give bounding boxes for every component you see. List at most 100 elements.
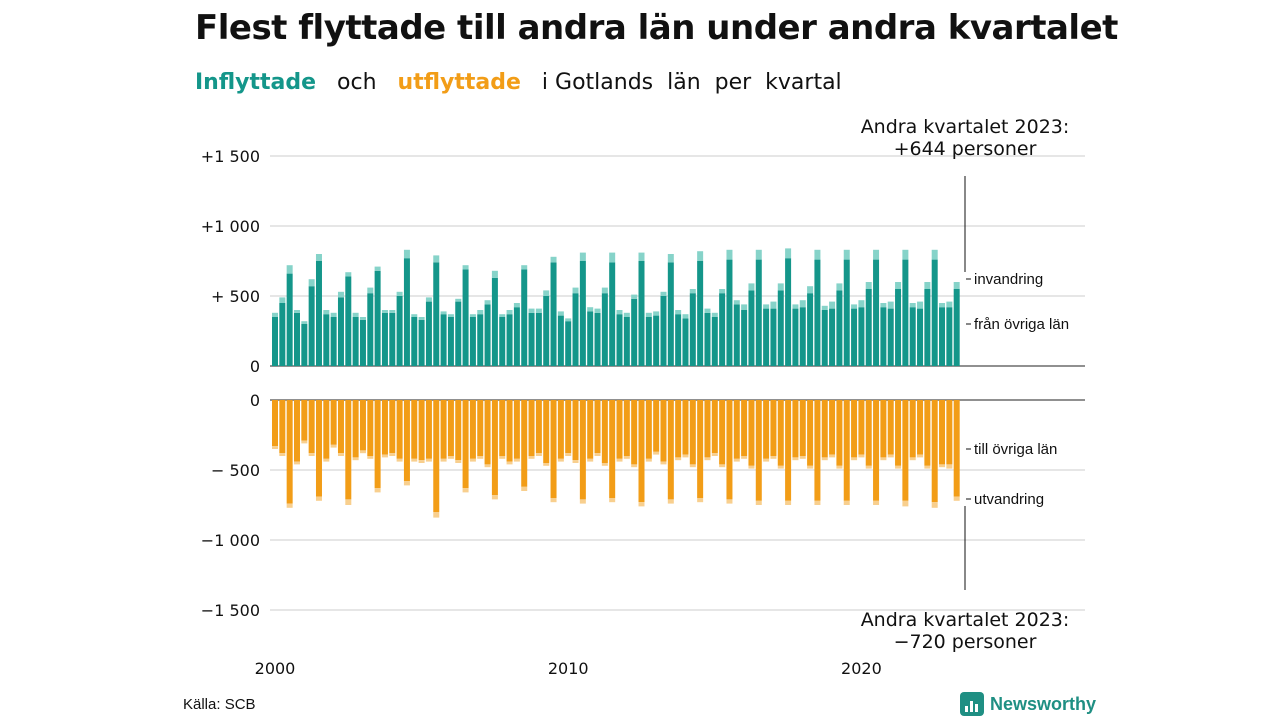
bar-invandring bbox=[330, 312, 337, 317]
bar-invandring bbox=[359, 317, 366, 320]
bar-utvandring bbox=[425, 458, 432, 462]
label-till-ovriga-lan: till övriga län bbox=[974, 441, 1057, 458]
bar-till-ovriga-lan bbox=[660, 400, 667, 462]
annotation-out-line2: −720 personer bbox=[894, 631, 1037, 653]
bar-utvandring bbox=[359, 450, 366, 454]
bar-invandring bbox=[381, 310, 388, 313]
chart-title: Flest flyttade till andra län under andr… bbox=[195, 8, 1118, 48]
bar-utvandring bbox=[557, 458, 564, 462]
bar-fran-ovriga-lan bbox=[513, 307, 520, 366]
x-tick-label: 2020 bbox=[841, 659, 882, 678]
bar-fran-ovriga-lan bbox=[836, 290, 843, 366]
bar-fran-ovriga-lan bbox=[711, 317, 718, 366]
bar-fran-ovriga-lan bbox=[272, 317, 278, 366]
bar-fran-ovriga-lan bbox=[337, 297, 344, 366]
bar-utvandring bbox=[697, 498, 704, 503]
bar-utvandring bbox=[719, 464, 726, 468]
bar-fran-ovriga-lan bbox=[843, 259, 850, 366]
bar-utvandring bbox=[272, 446, 278, 449]
bar-utvandring bbox=[323, 458, 330, 462]
bar-fran-ovriga-lan bbox=[895, 289, 902, 366]
bar-invandring bbox=[477, 310, 484, 315]
bar-till-ovriga-lan bbox=[425, 400, 432, 459]
bar-fran-ovriga-lan bbox=[587, 311, 594, 366]
bar-fran-ovriga-lan bbox=[301, 324, 308, 366]
bar-invandring bbox=[777, 283, 784, 291]
bar-invandring bbox=[601, 287, 608, 294]
bar-till-ovriga-lan bbox=[616, 400, 623, 459]
bar-till-ovriga-lan bbox=[704, 400, 711, 458]
bar-invandring bbox=[821, 305, 828, 310]
bar-till-ovriga-lan bbox=[792, 400, 799, 458]
bar-invandring bbox=[543, 290, 550, 296]
bar-utvandring bbox=[491, 495, 498, 500]
y-tick-label: +1 000 bbox=[201, 217, 260, 236]
bar-invandring bbox=[733, 300, 740, 305]
bar-invandring bbox=[851, 304, 858, 309]
bar-invandring bbox=[374, 266, 381, 271]
bar-utvandring bbox=[616, 458, 623, 462]
bar-utvandring bbox=[308, 453, 315, 456]
bar-till-ovriga-lan bbox=[777, 400, 784, 466]
bar-utvandring bbox=[301, 440, 308, 444]
bar-till-ovriga-lan bbox=[301, 400, 308, 441]
bar-fran-ovriga-lan bbox=[682, 318, 689, 366]
bar-fran-ovriga-lan bbox=[704, 312, 711, 366]
bar-invandring bbox=[939, 303, 946, 308]
bar-till-ovriga-lan bbox=[528, 400, 535, 456]
bar-till-ovriga-lan bbox=[572, 400, 579, 461]
bar-till-ovriga-lan bbox=[667, 400, 674, 500]
bar-invandring bbox=[425, 297, 432, 302]
bar-invandring bbox=[418, 317, 425, 320]
bar-till-ovriga-lan bbox=[455, 400, 462, 461]
bar-utvandring bbox=[623, 456, 630, 459]
bar-fran-ovriga-lan bbox=[455, 301, 462, 366]
bar-invandring bbox=[345, 272, 352, 277]
brand-logo: Newsworthy bbox=[960, 692, 1096, 716]
bar-invandring bbox=[902, 249, 909, 260]
bar-fran-ovriga-lan bbox=[286, 273, 293, 366]
subtitle-inflow: Inflyttade bbox=[195, 70, 317, 95]
bar-invandring bbox=[931, 249, 938, 260]
bar-till-ovriga-lan bbox=[953, 400, 960, 497]
bar-fran-ovriga-lan bbox=[315, 261, 322, 366]
bar-fran-ovriga-lan bbox=[359, 319, 366, 366]
bar-fran-ovriga-lan bbox=[308, 286, 315, 366]
bar-invandring bbox=[858, 300, 865, 308]
bar-invandring bbox=[623, 312, 630, 317]
bar-fran-ovriga-lan bbox=[880, 307, 887, 366]
bar-fran-ovriga-lan bbox=[829, 308, 836, 366]
bar-utvandring bbox=[880, 457, 887, 461]
bar-utvandring bbox=[902, 500, 909, 507]
bar-till-ovriga-lan bbox=[367, 400, 374, 456]
label-fran-ovriga-lan: från övriga län bbox=[974, 316, 1069, 333]
bar-utvandring bbox=[293, 461, 300, 465]
bar-fran-ovriga-lan bbox=[623, 317, 630, 366]
bar-till-ovriga-lan bbox=[440, 400, 447, 459]
bar-utvandring bbox=[352, 457, 359, 461]
bar-invandring bbox=[528, 308, 535, 313]
bar-till-ovriga-lan bbox=[418, 400, 425, 461]
bar-invandring bbox=[785, 248, 792, 259]
bar-invandring bbox=[660, 291, 667, 296]
bar-invandring bbox=[909, 303, 916, 308]
bar-invandring bbox=[403, 249, 410, 259]
bar-fran-ovriga-lan bbox=[330, 317, 337, 366]
bar-invandring bbox=[389, 310, 396, 313]
bar-invandring bbox=[770, 301, 777, 309]
bar-till-ovriga-lan bbox=[272, 400, 278, 447]
bar-utvandring bbox=[609, 498, 616, 503]
bar-invandring bbox=[865, 282, 872, 289]
bar-utvandring bbox=[484, 464, 491, 468]
bar-fran-ovriga-lan bbox=[763, 308, 770, 366]
annotation-out-line1: Andra kvartalet 2023: bbox=[861, 609, 1070, 631]
bar-fran-ovriga-lan bbox=[821, 310, 828, 366]
bar-utvandring bbox=[770, 456, 777, 459]
bar-till-ovriga-lan bbox=[895, 400, 902, 466]
bar-invandring bbox=[447, 314, 454, 317]
bar-utvandring bbox=[660, 461, 667, 465]
bar-till-ovriga-lan bbox=[711, 400, 718, 454]
bar-fran-ovriga-lan bbox=[741, 310, 748, 366]
source-note: Källa: SCB bbox=[183, 696, 256, 713]
bar-utvandring bbox=[550, 498, 557, 503]
